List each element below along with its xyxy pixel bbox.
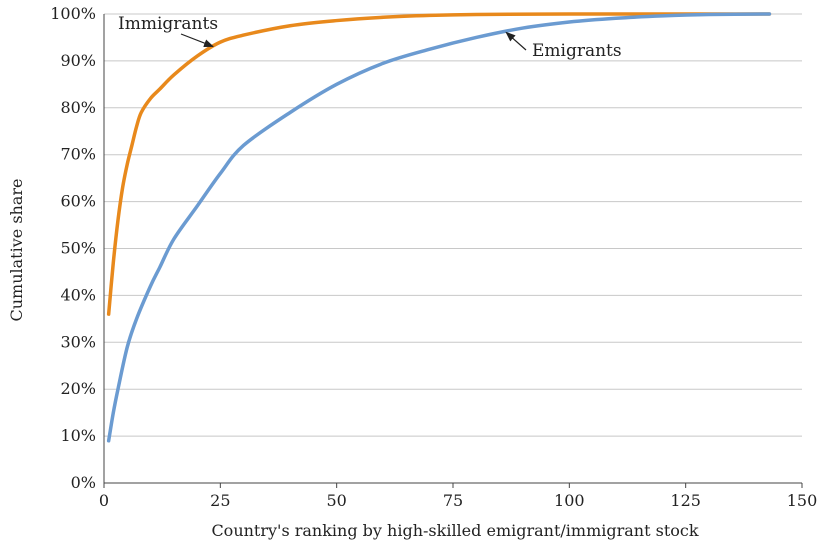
x-tick-label: 100 xyxy=(554,491,585,510)
x-tick-label: 50 xyxy=(326,491,346,510)
annotation-emigrants: Emigrants xyxy=(532,41,622,61)
x-tick-label: 150 xyxy=(787,491,818,510)
y-tick-label: 30% xyxy=(60,332,96,351)
y-axis-title: Cumulative share xyxy=(7,179,26,322)
x-tick-label: 75 xyxy=(443,491,463,510)
annotation-arrow-immigrants xyxy=(180,33,214,48)
x-tick-label: 125 xyxy=(670,491,701,510)
y-tick-labels: 0% 10% 20% 30% 40% 50% 60% 70% 80% 90% 100% xyxy=(50,4,96,492)
annotations: Immigrants Emigrants xyxy=(118,14,622,61)
y-tick-label: 90% xyxy=(60,51,96,70)
y-tick-label: 60% xyxy=(60,192,96,211)
x-tick-label: 25 xyxy=(210,491,230,510)
y-tick-label: 20% xyxy=(60,379,96,398)
series-line-emigrants xyxy=(106,12,772,443)
gridlines xyxy=(104,13,802,437)
y-tick-label: 50% xyxy=(60,239,96,258)
annotation-immigrants: Immigrants xyxy=(118,14,218,34)
series-lines xyxy=(106,12,772,443)
y-tick-label: 40% xyxy=(60,285,96,304)
series-line-immigrants xyxy=(106,12,772,316)
x-tick-label: 0 xyxy=(99,491,109,510)
axes xyxy=(103,14,803,488)
annotation-arrow-emigrants xyxy=(505,31,527,51)
y-tick-label: 0% xyxy=(71,473,96,492)
y-tick-label: 70% xyxy=(60,145,96,164)
x-axis-title: Country's ranking by high-skilled emigra… xyxy=(211,521,698,540)
y-tick-label: 100% xyxy=(50,4,96,23)
x-tick-labels: 0 25 50 75 100 125 150 xyxy=(99,491,817,510)
y-tick-label: 10% xyxy=(60,426,96,445)
y-tick-label: 80% xyxy=(60,98,96,117)
